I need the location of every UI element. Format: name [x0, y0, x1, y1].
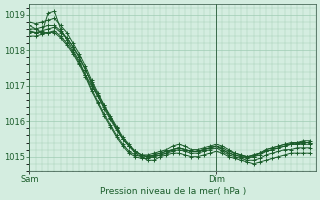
X-axis label: Pression niveau de la mer( hPa ): Pression niveau de la mer( hPa ) — [100, 187, 246, 196]
